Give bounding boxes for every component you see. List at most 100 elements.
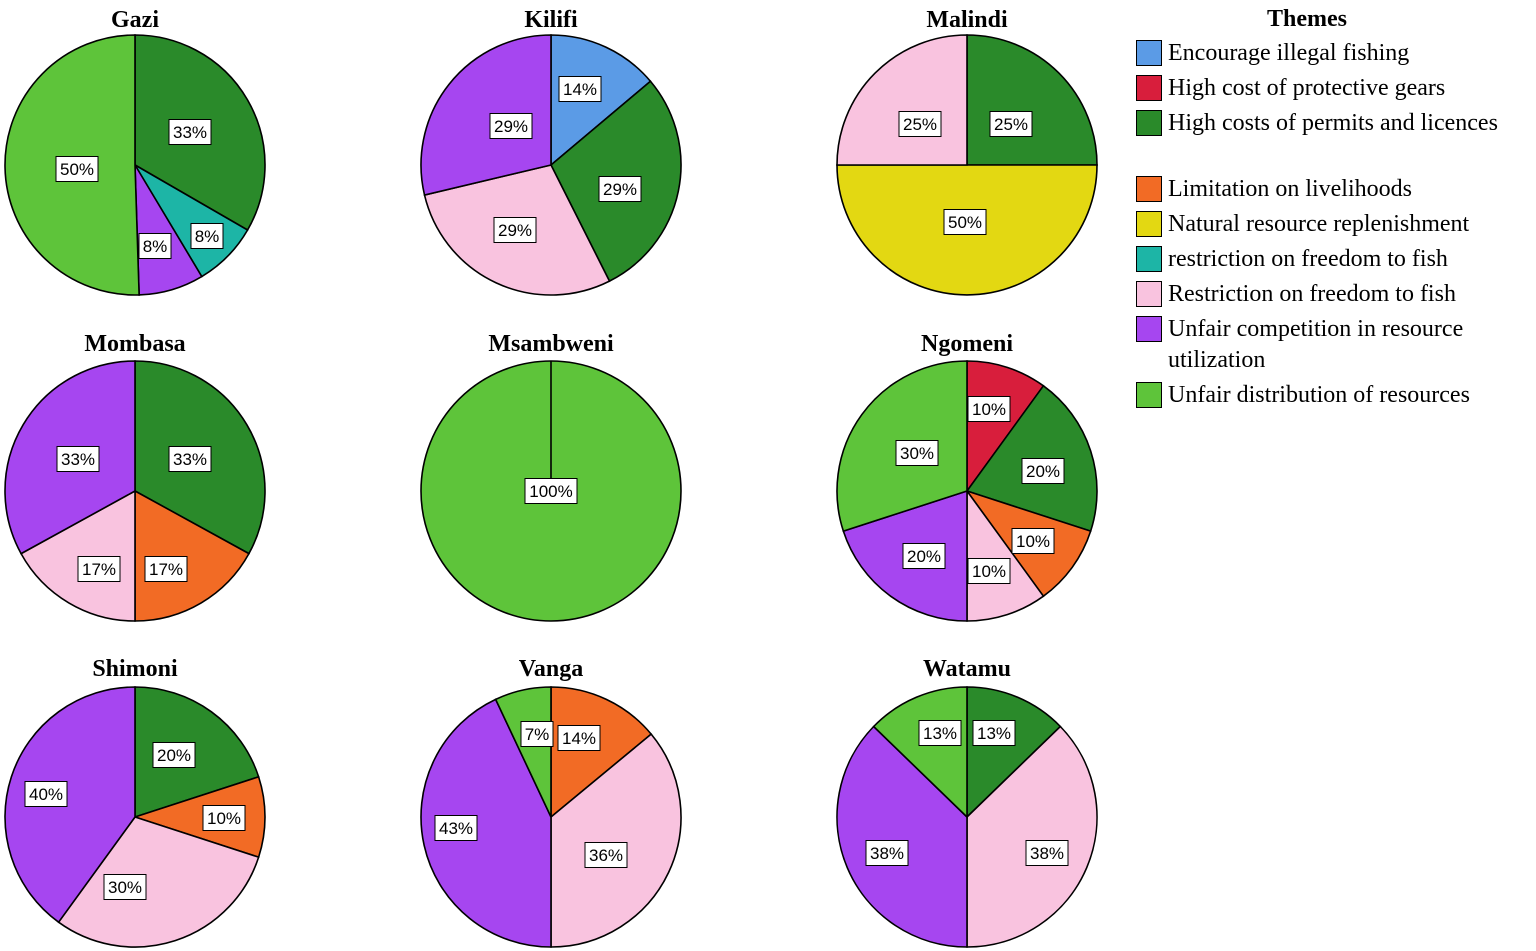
pie-label-box bbox=[1021, 458, 1065, 484]
pie-slice-label: 17% bbox=[82, 560, 116, 579]
pie-vanga: Vanga 14% 36% 43% 7% bbox=[420, 656, 682, 948]
pie-label-box bbox=[1025, 840, 1069, 866]
pie-slice-unfair_competition bbox=[836, 725, 968, 948]
legend: Themes Encourage illegal fishing High cos… bbox=[1132, 2, 1536, 415]
pie-slice-label: 40% bbox=[29, 785, 63, 804]
pie-slice-livelihoods bbox=[132, 775, 266, 859]
pie-label-box bbox=[598, 176, 642, 202]
pie-slice-label: 8% bbox=[195, 227, 220, 246]
pie-slice-label: 25% bbox=[903, 115, 937, 134]
pie-slice-label: 29% bbox=[498, 221, 532, 240]
pie-slice-restriction_upper bbox=[550, 733, 682, 948]
pie-title: Gazi bbox=[111, 7, 159, 33]
pie-slice-label: 30% bbox=[900, 444, 934, 463]
pie-ngomeni: Ngomeni 10% 20% 10% 10% 20% 30% bbox=[836, 331, 1098, 622]
legend-label: restriction on freedom to fish bbox=[1168, 246, 1448, 272]
legend-item-permits: High costs of permits and licences bbox=[1132, 108, 1536, 174]
pie-slice-label: 14% bbox=[563, 80, 597, 99]
pie-label-box bbox=[434, 815, 478, 841]
pie-label-box bbox=[989, 111, 1033, 137]
pie-label-box bbox=[895, 440, 939, 466]
pie-label-box bbox=[144, 556, 188, 582]
pie-slice-permits bbox=[134, 686, 260, 819]
pie-slice-permits bbox=[966, 686, 1062, 819]
pie-slice-restriction_upper bbox=[966, 725, 1098, 948]
pie-label-box bbox=[77, 556, 121, 582]
pie-slice-unfair_competition bbox=[420, 698, 552, 948]
legend-swatch bbox=[1136, 382, 1162, 408]
pie-label-box bbox=[493, 217, 537, 243]
legend-label: Restriction on freedom to fish bbox=[1168, 281, 1456, 307]
pie-slice-label: 50% bbox=[948, 213, 982, 232]
pie-label-box bbox=[190, 223, 224, 249]
legend-swatch bbox=[1136, 40, 1162, 66]
pie-slice-label: 33% bbox=[173, 450, 207, 469]
pie-slice-label: 13% bbox=[923, 724, 957, 743]
legend-swatch bbox=[1136, 176, 1162, 202]
legend-swatch bbox=[1136, 110, 1162, 136]
legend-swatch bbox=[1136, 316, 1162, 342]
pie-slice-label: 10% bbox=[972, 400, 1006, 419]
pie-label-box bbox=[103, 874, 147, 900]
legend-item-unfair-distribution: Unfair distribution of resources bbox=[1132, 380, 1536, 415]
pie-slice-label: 43% bbox=[439, 819, 473, 838]
pie-slice-label: 29% bbox=[603, 180, 637, 199]
pie-title: Kilifi bbox=[524, 7, 578, 33]
pie-watamu: Watamu 13% 38% 38% 13% bbox=[836, 656, 1098, 948]
legend-item-protective-gears: High cost of protective gears bbox=[1132, 73, 1536, 108]
legend-label: High cost of protective gears bbox=[1168, 75, 1446, 101]
pie-gazi: Gazi 33% 8% 8% 50% bbox=[4, 7, 266, 296]
pie-title: Shimoni bbox=[92, 656, 178, 682]
legend-swatch bbox=[1136, 246, 1162, 272]
pie-slice-unfair_competition bbox=[420, 34, 552, 197]
pie-slice-label: 100% bbox=[529, 482, 572, 501]
pie-label-box bbox=[168, 446, 212, 472]
pie-title: Ngomeni bbox=[921, 331, 1013, 357]
pie-slice-protective_gears bbox=[966, 360, 1045, 494]
pie-slice-permits bbox=[966, 34, 1098, 166]
pie-label-box bbox=[865, 840, 909, 866]
pie-label-box bbox=[972, 720, 1016, 746]
pie-label-box bbox=[489, 113, 533, 139]
pie-slice-label: 20% bbox=[907, 547, 941, 566]
pie-kilifi: Kilifi 14% 29% 29% 29% bbox=[420, 7, 682, 296]
pie-title: Msambweni bbox=[488, 331, 614, 357]
pie-slice-label: 20% bbox=[1026, 462, 1060, 481]
legend-label: Limitation on livelihoods bbox=[1168, 176, 1412, 202]
pie-label-box bbox=[558, 76, 602, 102]
pie-slice-label: 10% bbox=[207, 809, 241, 828]
pie-slice-label: 50% bbox=[60, 160, 94, 179]
pie-label-box bbox=[584, 842, 628, 868]
legend-label: High costs of permits and licences bbox=[1168, 110, 1498, 136]
pie-label-box bbox=[202, 805, 246, 831]
pie-slice-label: 25% bbox=[994, 115, 1028, 134]
pie-label-box bbox=[967, 558, 1011, 584]
pie-slice-label: 7% bbox=[525, 725, 550, 744]
legend-label: Unfair distribution of resources bbox=[1168, 382, 1470, 408]
pie-label-box bbox=[524, 478, 578, 504]
legend-item-unfair-competition: Unfair competition in resource utilizati… bbox=[1132, 314, 1536, 380]
pie-label-box bbox=[943, 209, 987, 235]
pie-label-box bbox=[56, 446, 100, 472]
legend-item-encourage-illegal: Encourage illegal fishing bbox=[1132, 38, 1536, 73]
pie-label-box bbox=[152, 742, 196, 768]
legend-swatch bbox=[1136, 75, 1162, 101]
pie-slice-livelihoods bbox=[550, 686, 653, 819]
pie-title: Vanga bbox=[519, 656, 583, 682]
pie-slice-label: 36% bbox=[589, 846, 623, 865]
pie-mombasa: Mombasa 33% 17% 17% 33% bbox=[4, 331, 266, 622]
pie-label-box bbox=[24, 781, 68, 807]
pie-slice-label: 20% bbox=[157, 746, 191, 765]
pie-title: Malindi bbox=[926, 7, 1008, 33]
pie-slice-unfair_distribution bbox=[494, 686, 552, 818]
pie-label-box bbox=[138, 233, 172, 259]
legend-title: Themes bbox=[1267, 6, 1347, 32]
legend-item-restriction-lower: restriction on freedom to fish bbox=[1132, 244, 1536, 279]
legend-swatch bbox=[1136, 281, 1162, 307]
pie-slice-label: 13% bbox=[977, 724, 1011, 743]
pie-slice-restriction_upper bbox=[57, 816, 260, 948]
legend-label: Natural resource replenishment bbox=[1168, 211, 1470, 237]
pie-title: Mombasa bbox=[84, 331, 185, 357]
pie-slice-label: 14% bbox=[562, 729, 596, 748]
